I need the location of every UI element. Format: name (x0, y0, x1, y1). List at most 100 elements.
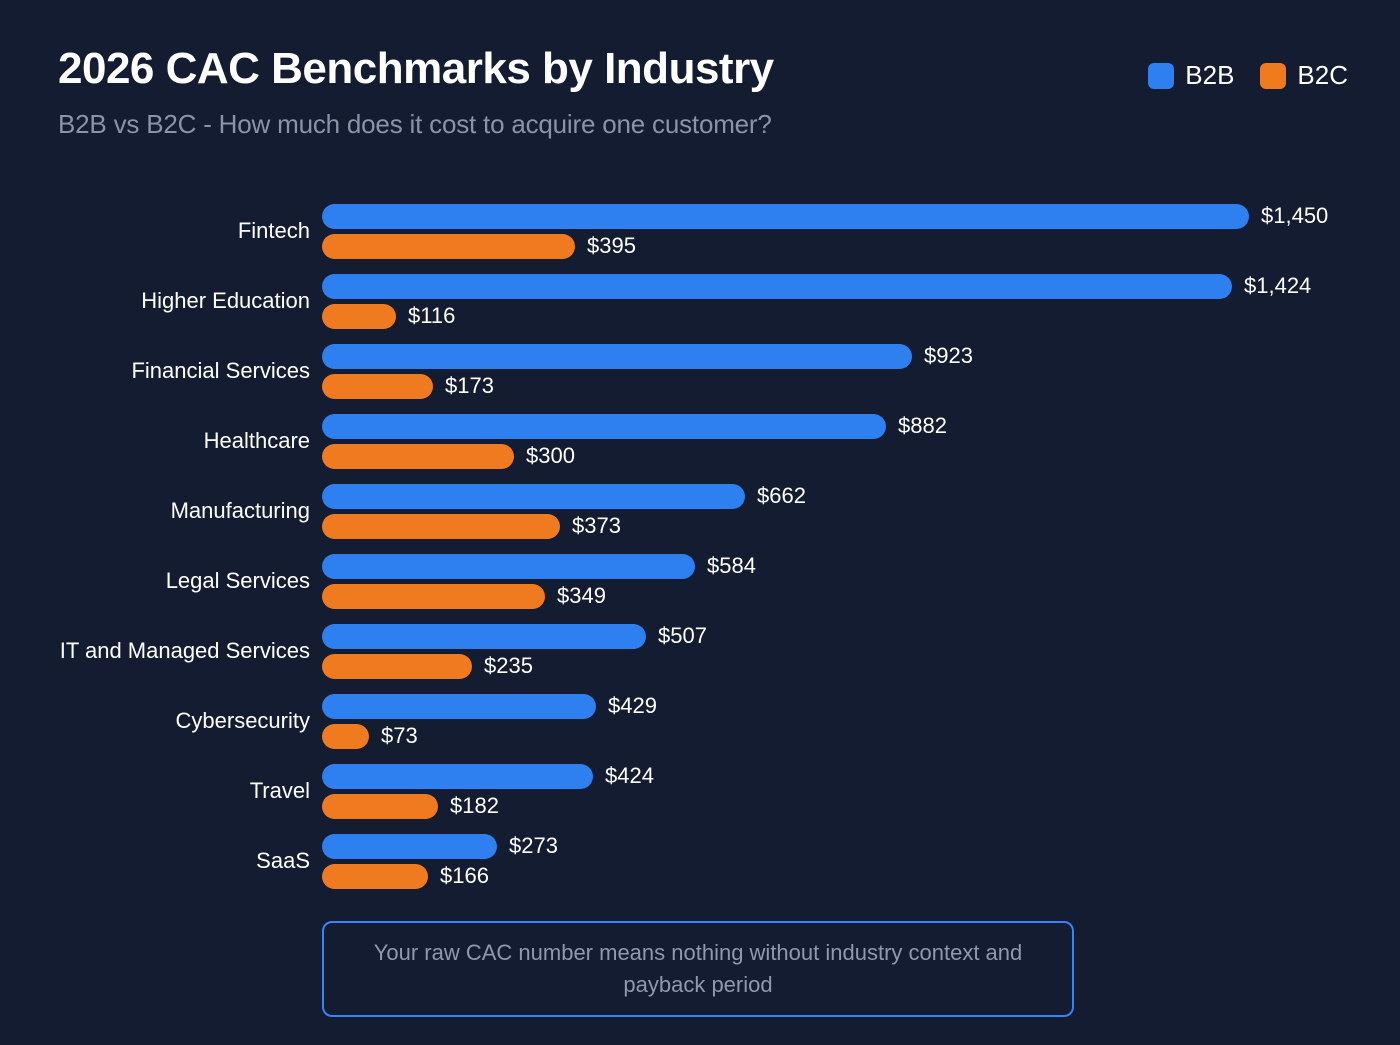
bar-b2c[interactable] (322, 583, 545, 609)
bar-value-label: $166 (440, 863, 489, 888)
bar-row-b2b: $429 (322, 693, 1392, 719)
bar-group: IT and Managed Services $507 $235 (0, 616, 1400, 686)
bar-b2c[interactable] (322, 863, 428, 889)
bar-row-b2b: $507 (322, 623, 1392, 649)
bar-value-label: $116 (408, 303, 456, 328)
bar-b2c[interactable] (322, 373, 433, 399)
bar-row-b2b: $273 (322, 833, 1392, 859)
category-label: Financial Services (131, 358, 310, 384)
bar-value-label: $1,424 (1244, 273, 1312, 298)
bar-row-b2c: $349 (322, 583, 1392, 609)
bar-row-b2b: $662 (322, 483, 1392, 509)
bar-b2c[interactable] (322, 233, 575, 259)
bar-b2b[interactable] (322, 273, 1232, 299)
bar-group: Healthcare $882 $300 (0, 406, 1400, 476)
bar-b2b[interactable] (322, 623, 646, 649)
bar-b2b[interactable] (322, 763, 593, 789)
legend-item-label: B2B (1185, 60, 1235, 90)
bar-value-label: $235 (484, 653, 533, 678)
bar-row-b2b: $882 (322, 413, 1392, 439)
chart-legend: B2B B2C (1148, 60, 1348, 91)
bar-value-label: $395 (587, 233, 636, 258)
bar-value-label: $662 (757, 483, 806, 508)
bar-row-b2c: $395 (322, 233, 1392, 259)
category-label: Cybersecurity (175, 708, 310, 734)
bar-row-b2c: $173 (322, 373, 1392, 399)
bar-group: Higher Education $1,424 $116 (0, 266, 1400, 336)
bar-b2b[interactable] (322, 483, 745, 509)
bar-group: Travel $424 $182 (0, 756, 1400, 826)
bar-b2b[interactable] (322, 203, 1249, 229)
bar-row-b2c: $116 (322, 303, 1392, 329)
chart-plot-area: Fintech $1,450 $395 Higher Education $1,424 $… (0, 196, 1400, 896)
bar-pair: $923 $173 (322, 336, 1392, 406)
bar-pair: $429 $73 (322, 686, 1392, 756)
bar-b2c[interactable] (322, 513, 560, 539)
bar-b2b[interactable] (322, 693, 596, 719)
category-label: Legal Services (165, 568, 310, 594)
bar-pair: $273 $166 (322, 826, 1392, 896)
category-label: Fintech (237, 218, 310, 244)
legend-item-b2c[interactable]: B2C (1260, 60, 1348, 91)
bar-value-label: $882 (898, 413, 947, 438)
category-label: Healthcare (203, 428, 310, 454)
bar-row-b2c: $373 (322, 513, 1392, 539)
bar-value-label: $424 (605, 763, 654, 788)
bar-value-label: $73 (381, 723, 418, 748)
bar-pair: $1,424 $116 (322, 266, 1392, 336)
bar-row-b2c: $73 (322, 723, 1392, 749)
bar-value-label: $349 (557, 583, 606, 608)
bar-group: Manufacturing $662 $373 (0, 476, 1400, 546)
bar-group: Cybersecurity $429 $73 (0, 686, 1400, 756)
bar-group: Financial Services $923 $173 (0, 336, 1400, 406)
bar-row-b2b: $584 (322, 553, 1392, 579)
page-subtitle: B2B vs B2C - How much does it cost to ac… (58, 109, 772, 140)
bar-value-label: $173 (445, 373, 494, 398)
bar-value-label: $273 (509, 833, 558, 858)
bar-value-label: $584 (707, 553, 756, 578)
bar-pair: $662 $373 (322, 476, 1392, 546)
legend-swatch-icon (1148, 62, 1175, 89)
category-label: Manufacturing (170, 498, 310, 524)
bar-row-b2c: $235 (322, 653, 1392, 679)
bar-b2c[interactable] (322, 793, 438, 819)
bar-b2c[interactable] (322, 303, 396, 329)
bar-row-b2b: $923 (322, 343, 1392, 369)
bar-b2b[interactable] (322, 833, 497, 859)
bar-value-label: $507 (658, 623, 707, 648)
bar-row-b2c: $300 (322, 443, 1392, 469)
bar-row-b2c: $166 (322, 863, 1392, 889)
category-label: Travel (249, 778, 310, 804)
bar-pair: $882 $300 (322, 406, 1392, 476)
bar-pair: $424 $182 (322, 756, 1392, 826)
bar-pair: $584 $349 (322, 546, 1392, 616)
bar-row-b2b: $1,424 (322, 273, 1392, 299)
bar-b2c[interactable] (322, 443, 514, 469)
bar-pair: $507 $235 (322, 616, 1392, 686)
bar-value-label: $429 (608, 693, 657, 718)
callout-text: Your raw CAC number means nothing withou… (373, 940, 1023, 997)
page-title: 2026 CAC Benchmarks by Industry (58, 44, 774, 93)
bar-b2b[interactable] (322, 553, 695, 579)
bar-row-b2b: $1,450 (322, 203, 1392, 229)
legend-swatch-icon (1260, 62, 1287, 89)
bar-value-label: $1,450 (1261, 203, 1329, 228)
bar-b2c[interactable] (322, 653, 472, 679)
bar-value-label: $300 (526, 443, 575, 468)
category-label: SaaS (256, 848, 310, 874)
legend-item-label: B2C (1297, 60, 1348, 90)
bar-b2b[interactable] (322, 413, 886, 439)
legend-item-b2b[interactable]: B2B (1148, 60, 1234, 91)
bar-group: Fintech $1,450 $395 (0, 196, 1400, 266)
bar-pair: $1,450 $395 (322, 196, 1392, 266)
bar-row-b2c: $182 (322, 793, 1392, 819)
bar-b2b[interactable] (322, 343, 912, 369)
bar-b2c[interactable] (322, 723, 369, 749)
bar-value-label: $373 (572, 513, 621, 538)
bar-row-b2b: $424 (322, 763, 1392, 789)
bar-value-label: $923 (924, 343, 973, 368)
chart-header: 2026 CAC Benchmarks by Industry B2B vs B… (58, 44, 1358, 140)
bar-value-label: $182 (450, 793, 499, 818)
callout-box: Your raw CAC number means nothing withou… (322, 921, 1074, 1017)
